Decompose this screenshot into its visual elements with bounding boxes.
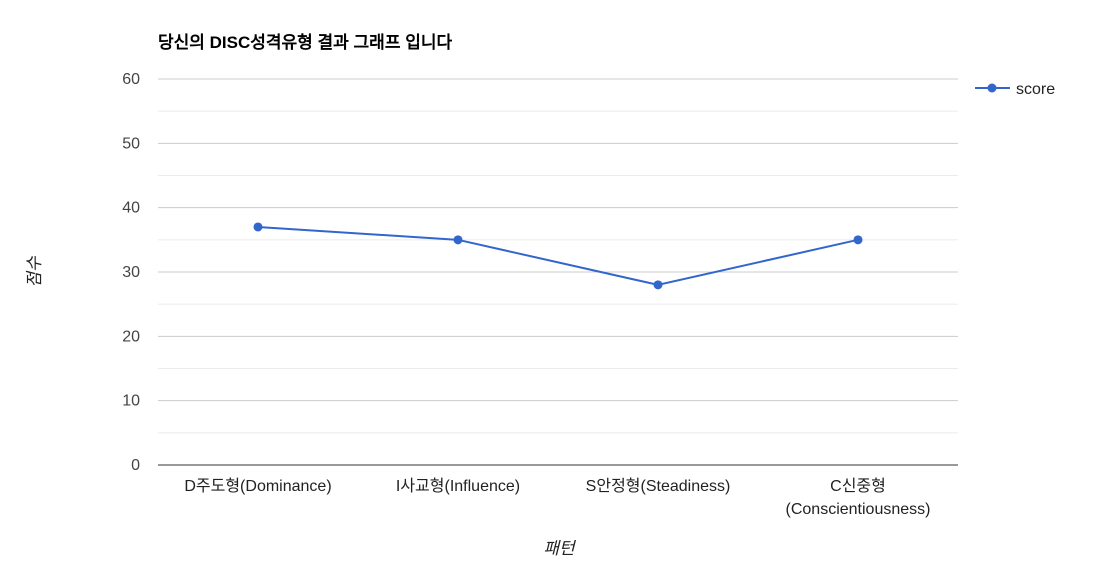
x-axis-title: 패턴 bbox=[543, 539, 577, 559]
legend[interactable]: score bbox=[975, 81, 1055, 98]
y-tick-label: 60 bbox=[122, 71, 140, 88]
x-category-label: S안정형(Steadiness) bbox=[586, 477, 731, 495]
series-line-score bbox=[257, 225, 859, 286]
series-layer bbox=[253, 222, 863, 290]
data-point[interactable] bbox=[653, 280, 663, 290]
legend-label-score: score bbox=[1016, 81, 1055, 98]
y-tick-label: 40 bbox=[122, 200, 140, 217]
grid-lines bbox=[158, 78, 958, 434]
x-category-label: C신중형 (Conscientiousness) bbox=[786, 477, 931, 518]
x-category-label: D주도형(Dominance) bbox=[184, 477, 331, 495]
legend-marker bbox=[987, 83, 997, 93]
y-tick-label: 30 bbox=[122, 264, 140, 281]
x-category-label: I사교형(Influence) bbox=[396, 477, 520, 495]
y-tick-label: 50 bbox=[122, 135, 140, 152]
y-axis-ticks: 0 10 20 30 40 50 60 bbox=[122, 71, 140, 474]
chart-title: 당신의 DISC성격유형 결과 그래프 입니다 bbox=[158, 32, 452, 52]
data-point[interactable] bbox=[253, 222, 263, 232]
y-axis-title: 점수 bbox=[25, 255, 45, 288]
y-tick-label: 20 bbox=[122, 328, 140, 345]
x-axis-categories: D주도형(Dominance) I사교형(Influence) S안정형(Stead… bbox=[184, 477, 930, 518]
data-point[interactable] bbox=[853, 235, 863, 245]
data-point[interactable] bbox=[453, 235, 463, 245]
y-tick-label: 10 bbox=[122, 393, 140, 410]
y-tick-label: 0 bbox=[131, 457, 140, 474]
